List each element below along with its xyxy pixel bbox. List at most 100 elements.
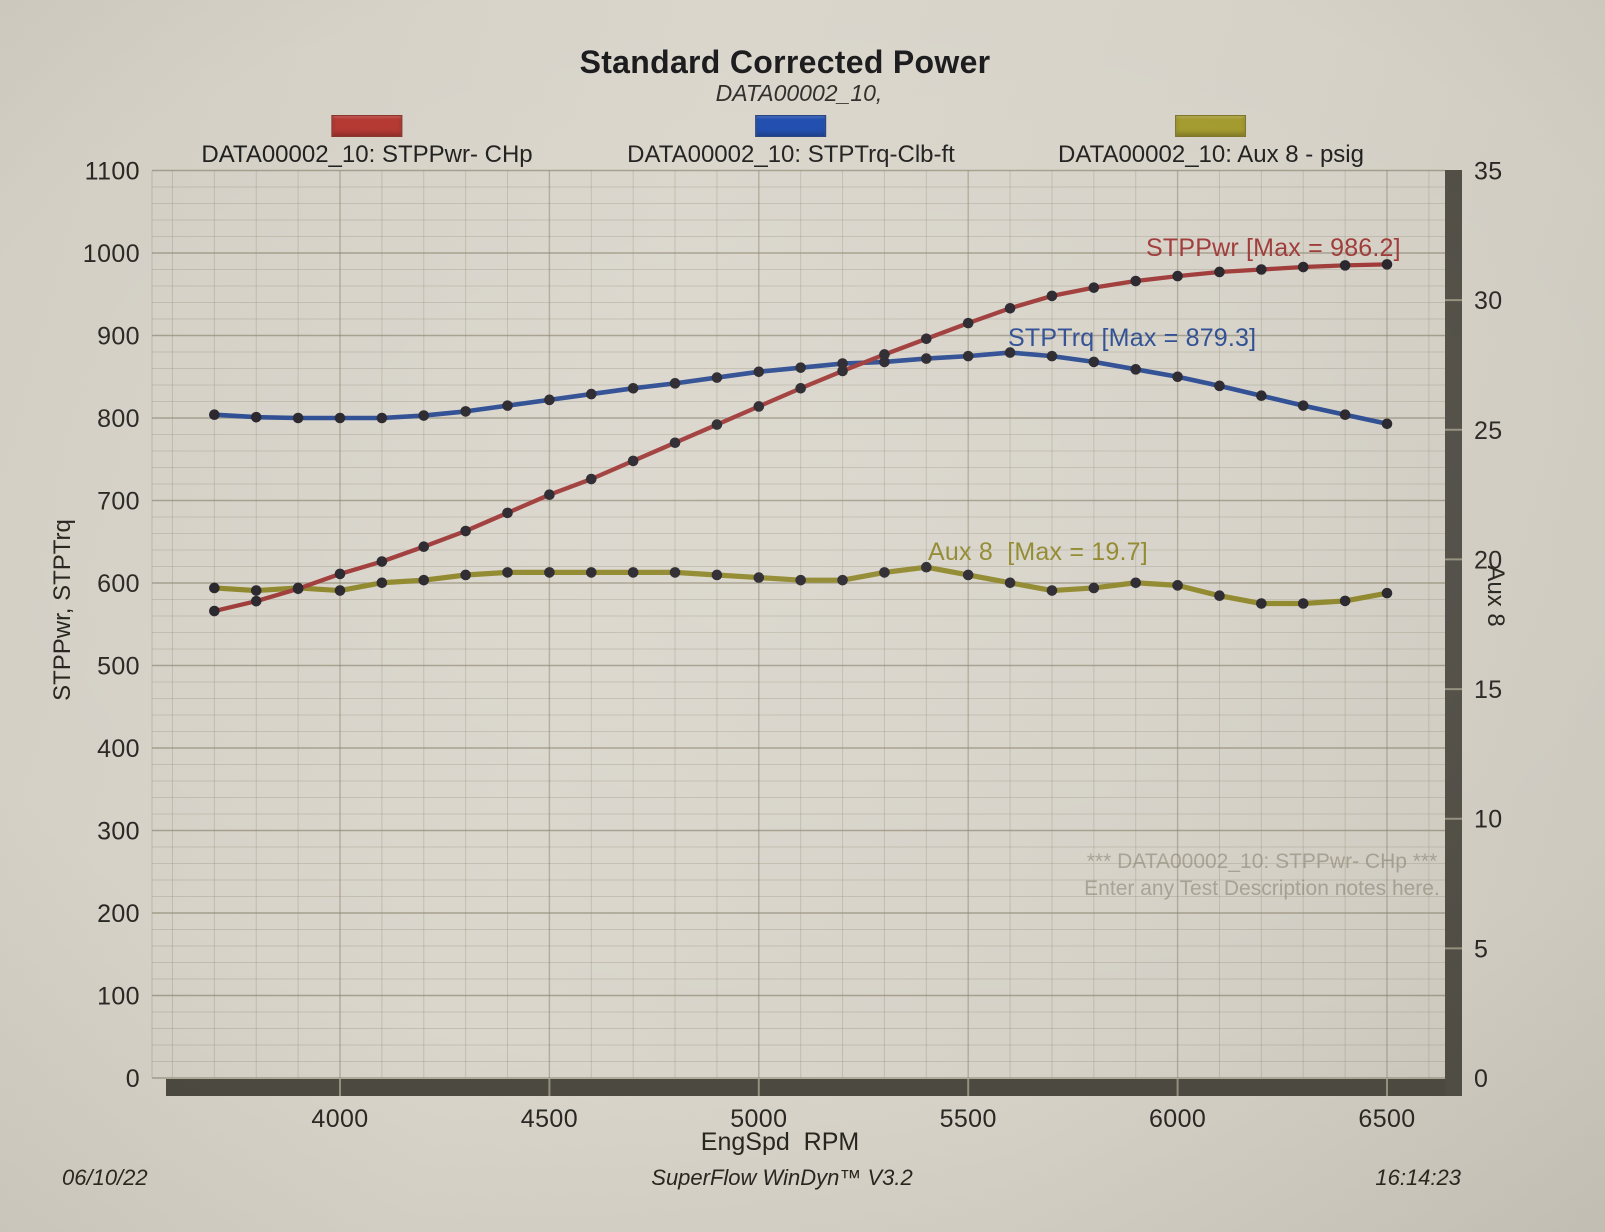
chart-title: Standard Corrected Power [579,44,991,80]
data-point-stppwr [544,489,555,501]
x-tick-label: 5000 [730,1105,787,1133]
footer-date: 06/10/22 [62,1165,148,1190]
stptrq-max-annotation: STPTrq [Max = 879.3] [1008,324,1257,352]
data-point-stppwr [585,473,597,485]
y-right-tick-label: 0 [1474,1065,1488,1093]
data-point-aux8 [460,569,471,581]
data-point-stppwr [334,568,346,580]
data-point-aux8 [962,569,974,581]
data-point-aux8 [753,572,765,583]
data-point-aux8 [879,567,890,578]
y-left-tick-label: 700 [97,488,140,516]
data-point-stppwr [376,556,388,567]
legend-swatch-stppwr-icon [331,115,403,137]
data-point-aux8 [1381,587,1393,599]
x-tick-label: 6500 [1358,1105,1415,1133]
legend-item-stptrq: DATA00002_10: STPTrq-Clb-ft [627,115,955,169]
data-point-stptrq [669,378,681,389]
y-left-tick-label: 900 [97,323,140,351]
data-point-stppwr [1004,302,1016,314]
data-point-aux8 [1088,582,1100,594]
footer-software: SuperFlow WinDyn™ V3.2 [651,1165,913,1190]
data-point-aux8 [1297,598,1309,609]
data-point-stppwr [837,365,848,377]
data-point-stppwr [627,455,639,467]
data-point-stptrq [1130,364,1142,375]
y-left-tick-label: 1000 [83,240,140,268]
y-right-tick-label: 15 [1474,676,1503,704]
y-right-tick-label: 30 [1474,287,1503,315]
data-point-aux8 [334,585,346,596]
data-point-stptrq [1214,380,1225,392]
y-left-tick-label: 400 [97,735,140,763]
x-tick-label: 4500 [521,1105,578,1133]
data-point-stptrq [544,394,555,406]
data-point-stppwr [502,507,513,519]
data-point-stptrq [962,350,974,362]
data-point-stptrq [837,358,848,369]
data-point-aux8 [1172,580,1183,591]
data-point-stptrq [585,388,597,400]
data-point-stptrq [209,409,220,421]
watermark-line1: *** DATA00002_10: STPPwr- CHp *** [1086,850,1438,873]
data-point-aux8 [209,582,220,594]
data-point-stppwr [1172,270,1183,282]
data-point-stptrq [921,353,932,364]
data-point-stppwr [753,401,765,412]
data-point-aux8 [292,582,304,594]
data-point-aux8 [376,577,388,589]
footer-time: 16:14:23 [1375,1165,1461,1190]
x-tick-label: 6000 [1149,1105,1206,1133]
watermark: *** DATA00002_10: STPPwr- CHp *** Enter … [1084,848,1440,902]
y-left-axis-label: STPPwr, STPTrq [49,519,76,701]
y-left-tick-label: 600 [97,570,140,598]
right-axis-bar [1445,170,1462,1096]
y-right-tick-label: 35 [1474,158,1503,186]
x-axis-bar [166,1079,1462,1096]
data-point-aux8 [1130,577,1142,589]
y-right-tick-label: 5 [1474,935,1488,963]
legend-label-stptrq: DATA00002_10: STPTrq-Clb-ft [627,141,955,168]
y-right-tick-label: 25 [1474,417,1503,445]
y-left-tick-label: 500 [97,653,140,681]
y-left-tick-label: 0 [126,1065,140,1093]
data-point-aux8 [502,567,513,578]
watermark-line2: Enter any Test Description notes here. [1084,877,1440,900]
data-point-stptrq [753,366,765,378]
data-point-stptrq [1004,347,1016,358]
data-point-stptrq [1381,418,1393,430]
y-left-tick-label: 1100 [85,158,140,186]
x-tick-label: 5500 [940,1105,997,1133]
y-left-tick-label: 300 [97,818,140,846]
data-point-stppwr [669,437,681,449]
data-point-stppwr [711,419,723,430]
legend-swatch-stptrq-icon [755,115,827,137]
data-point-stppwr [1046,290,1058,302]
legend-label-stppwr: DATA00002_10: STPPwr- CHp [201,141,533,168]
legend-item-stppwr: DATA00002_10: STPPwr- CHp [201,115,533,169]
chart-subtitle: DATA00002_10, [715,80,883,106]
data-point-aux8 [1046,585,1058,596]
data-point-aux8 [585,567,597,578]
data-point-stptrq [1297,400,1309,411]
y-left-tick-label: 800 [97,405,140,433]
data-point-stptrq [1339,409,1351,421]
data-point-stppwr [921,333,932,345]
data-point-stppwr [879,349,890,360]
data-point-stppwr [1130,275,1142,287]
data-point-aux8 [921,561,932,573]
data-point-stptrq [1088,356,1100,368]
data-point-aux8 [1339,595,1351,607]
data-point-aux8 [795,574,806,586]
data-point-aux8 [711,569,723,581]
data-point-stppwr [1339,260,1351,271]
legend-label-aux8: DATA00002_10: Aux 8 - psig [1058,141,1364,168]
data-point-stptrq [879,356,890,368]
data-point-stptrq [460,406,471,417]
data-point-stppwr [1088,282,1100,293]
data-point-stptrq [502,400,513,411]
data-point-stppwr [795,383,806,394]
data-point-stptrq [1172,371,1183,383]
data-point-stptrq [250,411,262,423]
